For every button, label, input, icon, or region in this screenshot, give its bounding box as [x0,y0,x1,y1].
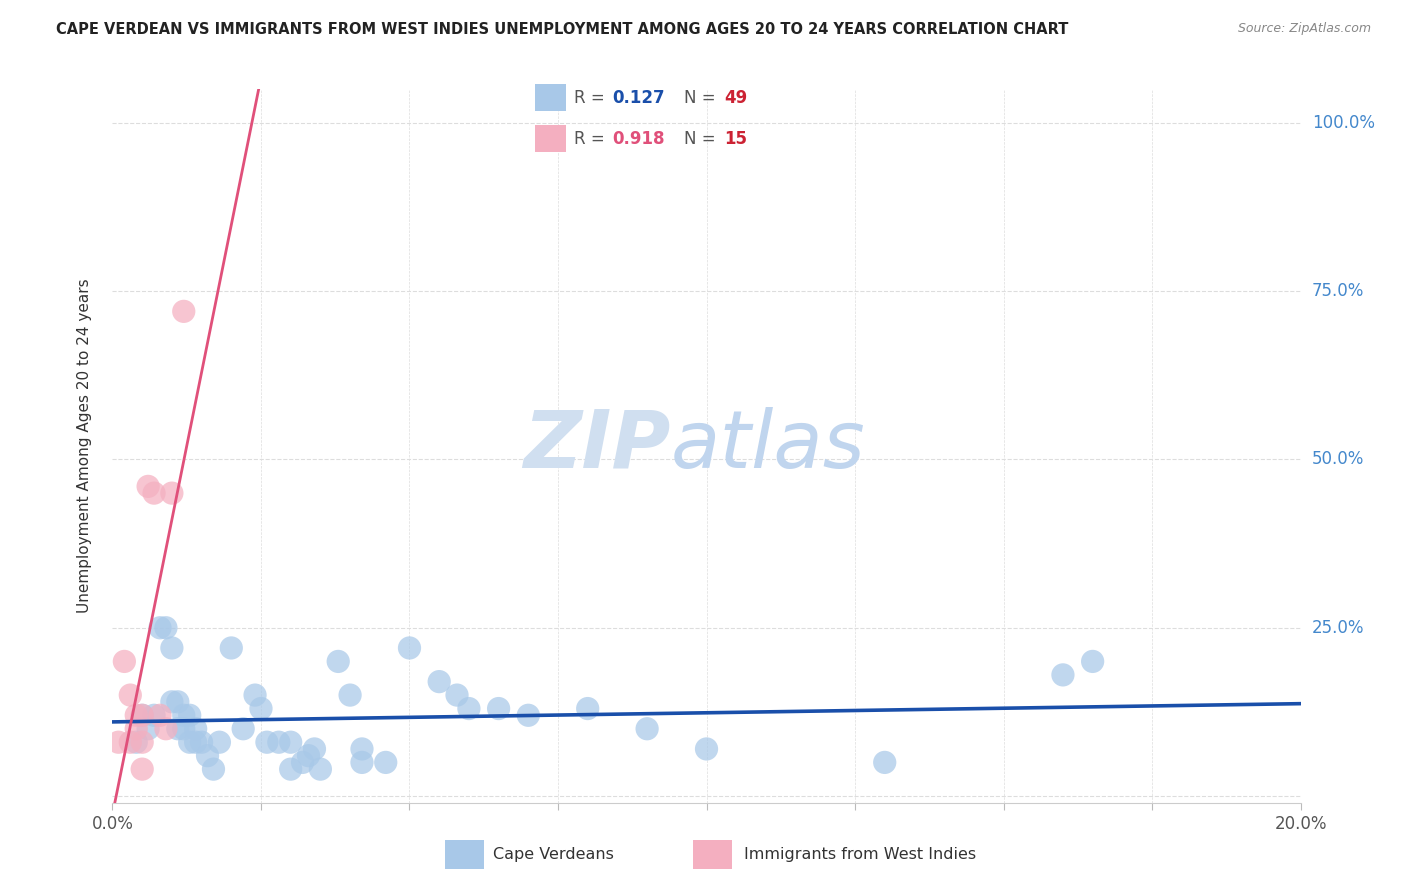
Point [267,735,290,749]
Point [256,735,278,749]
Point [179,708,201,723]
Bar [693,840,731,869]
Point [339,688,361,702]
Point [120,735,142,749]
Point [155,621,177,635]
Point [232,722,254,736]
Point [398,640,420,655]
Point [280,762,302,776]
Bar [536,85,565,112]
Point [202,762,225,776]
Y-axis label: Unemployment Among Ages 20 to 24 years: Unemployment Among Ages 20 to 24 years [77,278,91,614]
Point [173,304,195,318]
Text: R =: R = [574,89,610,107]
Point [149,708,172,723]
Point [131,762,153,776]
Point [120,688,142,702]
Text: CAPE VERDEAN VS IMMIGRANTS FROM WEST INDIES UNEMPLOYMENT AMONG AGES 20 TO 24 YEA: CAPE VERDEAN VS IMMIGRANTS FROM WEST IND… [56,22,1069,37]
Point [1052,668,1074,682]
Point [696,742,718,756]
Point [190,735,212,749]
Text: N =: N = [683,129,720,147]
Point [291,756,314,770]
Point [136,722,159,736]
Point [184,735,207,749]
Text: 49: 49 [724,89,748,107]
Point [457,701,479,715]
Point [160,640,183,655]
Text: Source: ZipAtlas.com: Source: ZipAtlas.com [1237,22,1371,36]
Point [143,486,166,500]
Point [179,735,201,749]
Text: atlas: atlas [671,407,866,485]
Point [309,762,332,776]
Point [208,735,231,749]
Bar [446,840,484,869]
Point [166,695,188,709]
Point [166,722,188,736]
Point [112,655,135,669]
Point [173,708,195,723]
Point [173,722,195,736]
Point [873,756,896,770]
Point [160,486,183,500]
Point [125,722,148,736]
Point [576,701,599,715]
Text: Immigrants from West Indies: Immigrants from West Indies [744,847,976,862]
Point [446,688,468,702]
Point [155,722,177,736]
Text: R =: R = [574,129,610,147]
Point [143,708,166,723]
Point [297,748,319,763]
Point [427,674,450,689]
Point [131,708,153,723]
Point [243,688,266,702]
Bar [536,125,565,152]
Point [160,695,183,709]
Point [107,735,129,749]
Point [1081,655,1104,669]
Point [280,735,302,749]
Text: Cape Verdeans: Cape Verdeans [492,847,613,862]
Point [636,722,658,736]
Point [149,621,172,635]
Point [350,742,373,756]
Point [250,701,273,715]
Text: 75.0%: 75.0% [1312,282,1364,301]
Point [125,708,148,723]
Text: N =: N = [683,89,720,107]
Text: 0.918: 0.918 [612,129,665,147]
Text: 25.0%: 25.0% [1312,619,1364,637]
Point [304,742,326,756]
Point [125,735,148,749]
Point [131,735,153,749]
Text: 100.0%: 100.0% [1312,114,1375,132]
Text: 15: 15 [724,129,748,147]
Point [131,708,153,723]
Point [517,708,540,723]
Text: 50.0%: 50.0% [1312,450,1364,468]
Point [488,701,510,715]
Point [197,748,219,763]
Point [184,722,207,736]
Point [374,756,396,770]
Text: ZIP: ZIP [523,407,671,485]
Point [350,756,373,770]
Point [328,655,350,669]
Point [136,479,159,493]
Text: 0.127: 0.127 [612,89,665,107]
Point [219,640,242,655]
